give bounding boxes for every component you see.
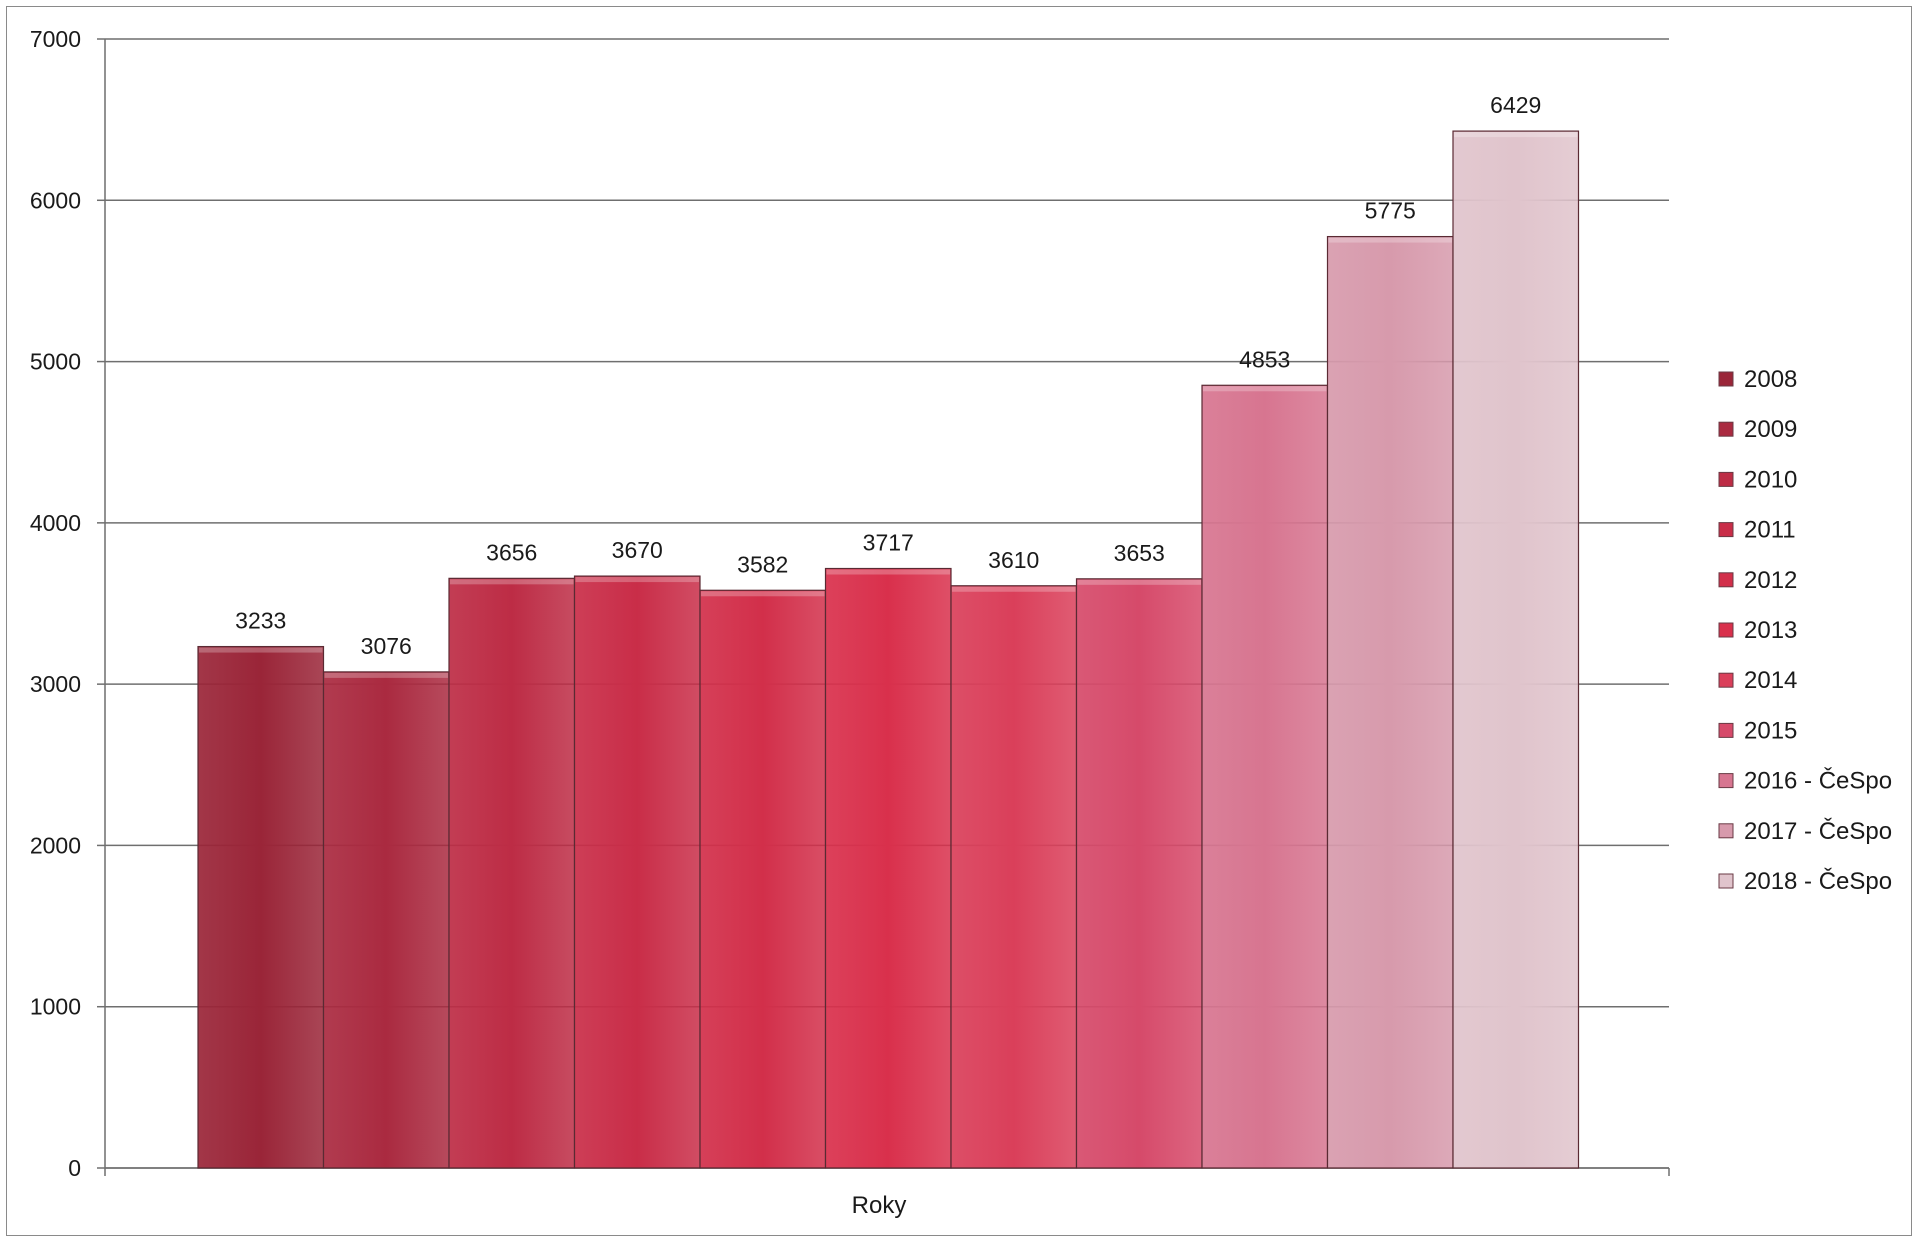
legend-swatch bbox=[1718, 572, 1734, 588]
data-label: 5775 bbox=[1365, 198, 1416, 224]
legend-swatch bbox=[1718, 823, 1734, 839]
legend-label: 2015 bbox=[1744, 717, 1797, 744]
bar-top-highlight bbox=[1203, 386, 1327, 392]
bar bbox=[448, 577, 576, 1169]
legend-item: 2015 bbox=[1718, 717, 1797, 744]
legend-item: 2009 bbox=[1718, 416, 1797, 443]
y-tick-label: 1000 bbox=[30, 994, 81, 1020]
y-tick-label: 7000 bbox=[30, 26, 81, 52]
data-label: 4853 bbox=[1239, 346, 1290, 372]
legend-swatch bbox=[1718, 421, 1734, 437]
bar bbox=[699, 589, 827, 1169]
bar-top-highlight bbox=[450, 579, 574, 585]
bar bbox=[573, 575, 701, 1169]
bar-top-highlight bbox=[199, 647, 323, 653]
legend-swatch bbox=[1718, 773, 1734, 789]
bar-top-highlight bbox=[826, 569, 950, 575]
bar-top-highlight bbox=[1077, 579, 1201, 585]
legend-label: 2008 bbox=[1744, 366, 1797, 393]
data-label: 6429 bbox=[1490, 92, 1541, 118]
legend-item: 2014 bbox=[1718, 667, 1797, 694]
bars bbox=[197, 130, 1580, 1169]
data-label: 3670 bbox=[612, 537, 663, 563]
legend-label: 2013 bbox=[1744, 617, 1797, 644]
bar bbox=[1452, 130, 1580, 1169]
legend-swatch bbox=[1718, 622, 1734, 638]
data-label: 3653 bbox=[1114, 540, 1165, 566]
bar bbox=[824, 567, 952, 1169]
data-label: 3610 bbox=[988, 547, 1039, 573]
data-label: 3076 bbox=[361, 633, 412, 659]
bar-chart: 0 1000 2000 3000 4000 5000 6000 7000 3233 3076 36… bbox=[30, 26, 1892, 1219]
bar-top-highlight bbox=[575, 577, 699, 583]
legend-item: 2017 - ČeSpo bbox=[1718, 817, 1892, 845]
legend-swatch bbox=[1718, 471, 1734, 487]
legend-label: 2011 bbox=[1744, 517, 1796, 544]
legend-swatch bbox=[1718, 873, 1734, 889]
legend-item: 2016 - ČeSpo bbox=[1718, 767, 1892, 795]
y-tick-label: 4000 bbox=[30, 510, 81, 536]
y-axis: 0 1000 2000 3000 4000 5000 6000 7000 bbox=[30, 26, 1670, 1181]
legend-item: 2013 bbox=[1718, 617, 1797, 644]
y-tick-label: 6000 bbox=[30, 187, 81, 213]
legend-item: 2012 bbox=[1718, 567, 1797, 594]
legend-item: 2011 bbox=[1718, 517, 1796, 544]
y-tick-label: 2000 bbox=[30, 832, 81, 858]
bar-top-highlight bbox=[701, 591, 825, 597]
legend-item: 2010 bbox=[1718, 466, 1797, 493]
bar bbox=[1326, 235, 1454, 1169]
legend-label: 2012 bbox=[1744, 567, 1797, 594]
data-label: 3656 bbox=[486, 539, 537, 565]
bar bbox=[1201, 384, 1329, 1169]
bar-top-highlight bbox=[1328, 237, 1452, 243]
legend-label: 2009 bbox=[1744, 416, 1797, 443]
y-tick-label: 0 bbox=[68, 1155, 81, 1181]
legend-label: 2014 bbox=[1744, 667, 1797, 694]
legend-label: 2010 bbox=[1744, 466, 1797, 493]
legend: 2008 2009 2010 2011 2012 2013 2014 2015 2016 - Č… bbox=[1718, 366, 1892, 895]
bar-top-highlight bbox=[952, 586, 1076, 592]
legend-swatch bbox=[1718, 371, 1734, 387]
data-label: 3582 bbox=[737, 551, 788, 577]
bar bbox=[322, 671, 450, 1169]
legend-swatch bbox=[1718, 722, 1734, 738]
legend-swatch bbox=[1718, 522, 1734, 538]
legend-item: 2018 - ČeSpo bbox=[1718, 867, 1892, 895]
legend-label: 2016 - ČeSpo bbox=[1744, 767, 1892, 795]
chart-frame: 0 1000 2000 3000 4000 5000 6000 7000 3233 3076 36… bbox=[6, 6, 1912, 1236]
bar bbox=[197, 645, 325, 1169]
legend-item: 2008 bbox=[1718, 366, 1797, 393]
bar-top-highlight bbox=[1454, 132, 1578, 138]
legend-label: 2017 - ČeSpo bbox=[1744, 817, 1892, 845]
data-label: 3717 bbox=[863, 530, 914, 556]
bar bbox=[1075, 578, 1203, 1169]
x-axis-title: Roky bbox=[852, 1192, 907, 1219]
y-tick-label: 5000 bbox=[30, 349, 81, 375]
y-tick-label: 3000 bbox=[30, 671, 81, 697]
bar-top-highlight bbox=[324, 672, 448, 678]
bar bbox=[950, 585, 1078, 1169]
legend-label: 2018 - ČeSpo bbox=[1744, 867, 1892, 895]
data-labels: 3233 3076 3656 3670 3582 3717 3610 3653 4853 5775… bbox=[235, 92, 1541, 659]
data-label: 3233 bbox=[235, 608, 286, 634]
legend-swatch bbox=[1718, 672, 1734, 688]
